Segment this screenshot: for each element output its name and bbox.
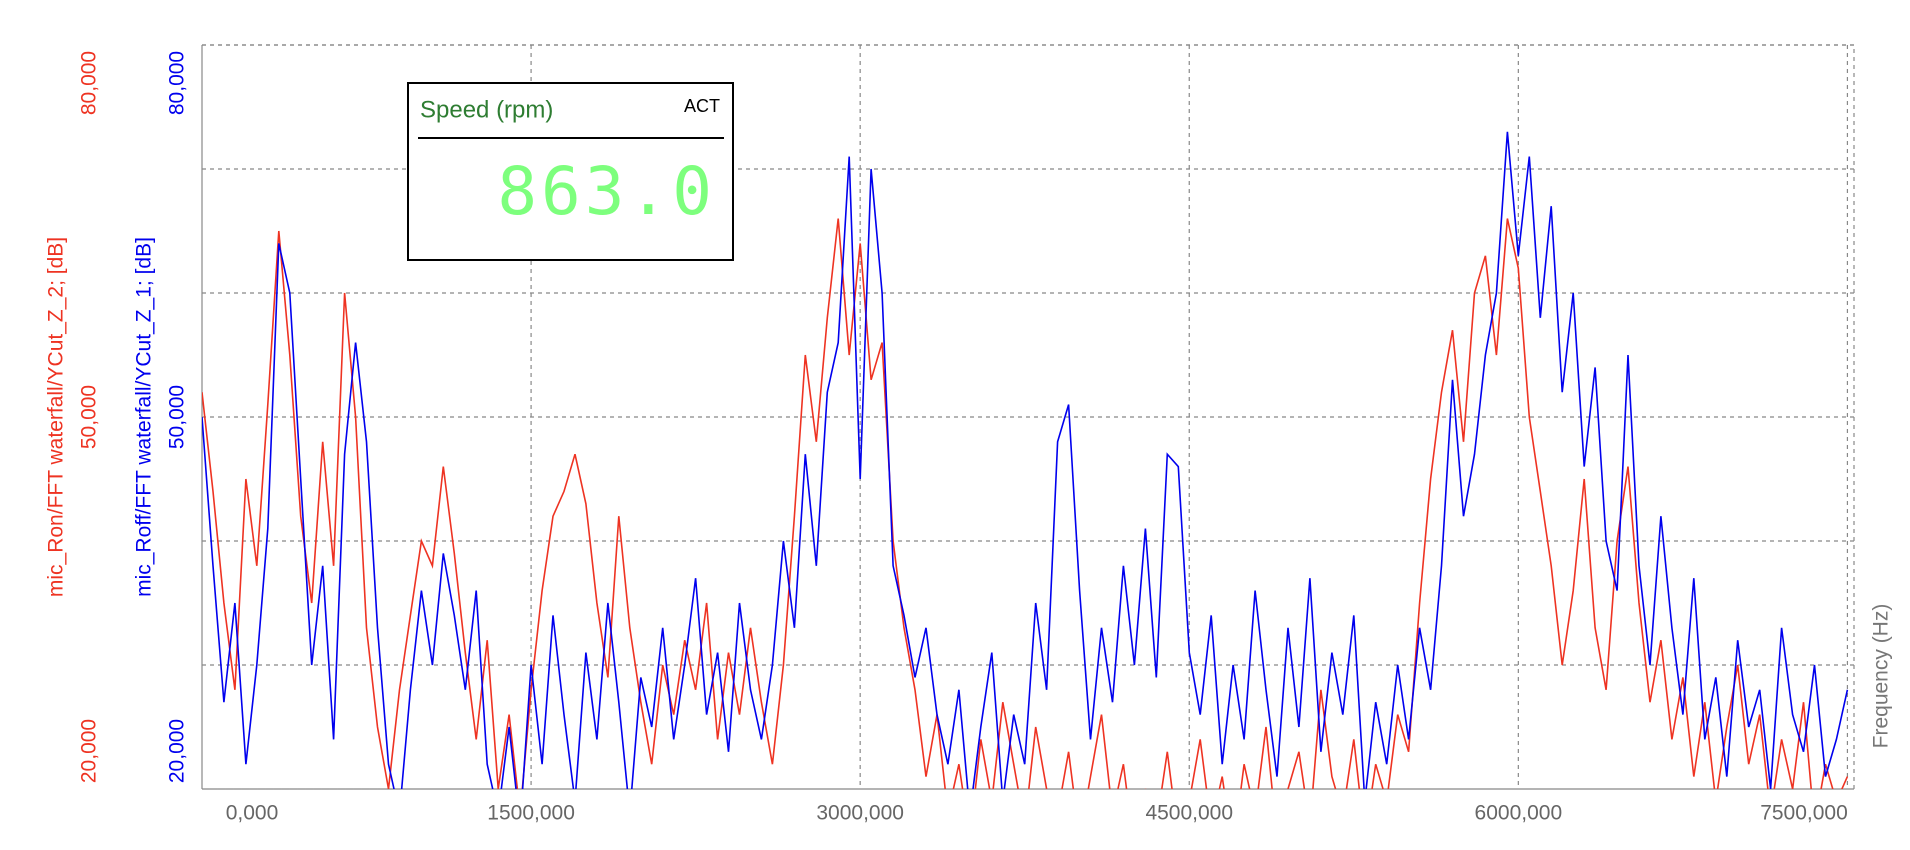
series-line (202, 218, 1849, 789)
indicator-status: ACT (684, 96, 720, 116)
y-tick-label: 50,000 (166, 385, 189, 449)
speed-indicator: Speed (rpm) ACT 863.0 (407, 82, 734, 261)
x-tick-label: 6000,000 (1475, 802, 1563, 825)
y-tick-label: 20,000 (166, 719, 189, 783)
indicator-box (407, 82, 734, 261)
y-tick-label: 80,000 (166, 51, 189, 115)
axes: 0,000 1500,000 3000,000 4500,000 6000,000 750… (45, 51, 1893, 825)
plot-area (202, 131, 1849, 789)
x-tick-label: 4500,000 (1145, 802, 1233, 825)
y2-axis-title: mic_Ron/FFT waterfall/YCut_Z_2; [dB] (45, 237, 68, 597)
indicator-title: Speed (rpm) (420, 96, 553, 123)
x-tick-label: 3000,000 (816, 802, 904, 825)
y2-tick-label: 80,000 (78, 51, 101, 115)
series-line (202, 131, 1849, 789)
x-tick-label: 0,000 (226, 802, 279, 825)
x-tick-label: 1500,000 (487, 802, 575, 825)
grid (201, 44, 1855, 790)
y2-tick-label: 50,000 (78, 385, 101, 449)
indicator-value: 863.0 (497, 153, 716, 230)
y2-tick-label: 20,000 (78, 719, 101, 783)
x-axis-title: Frequency (Hz) (1870, 604, 1893, 749)
y-axis-title: mic_Roff/FFT waterfall/YCut_Z_1; [dB] (133, 237, 156, 597)
x-tick-label: 7500,000 (1760, 802, 1848, 825)
